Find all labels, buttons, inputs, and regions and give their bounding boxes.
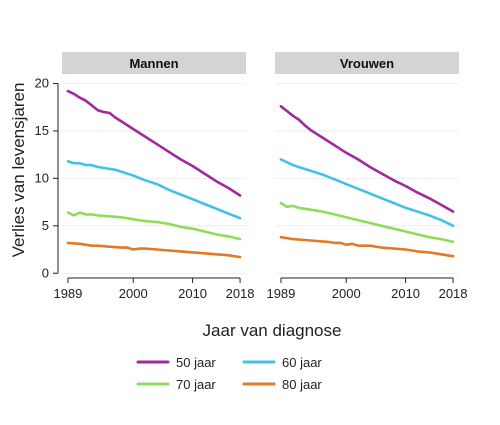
series-line [279, 201, 455, 244]
x-tick-label: 2000 [119, 286, 148, 301]
series-line [66, 160, 242, 220]
x-tick-label: 1989 [53, 286, 82, 301]
legend-label: 60 jaar [282, 355, 322, 370]
legend-item: 80 jaar [242, 377, 322, 392]
panel-strip [62, 52, 246, 74]
legend-item: 70 jaar [136, 377, 216, 392]
x-tick-label: 1989 [266, 286, 295, 301]
panel-strip [275, 52, 459, 74]
series-line [66, 211, 242, 241]
x-tick-label: 2018 [439, 286, 468, 301]
series-line [279, 235, 455, 258]
legend-label: 70 jaar [176, 377, 216, 392]
series-line [279, 158, 455, 228]
panel-title: Mannen [129, 56, 178, 71]
legend-item: 50 jaar [136, 355, 216, 370]
y-tick-label: 5 [42, 218, 49, 233]
chart-panels: Mannen 1989 2000 2010 2018 0 5 10 15 20 Vrouwen 198… [35, 52, 468, 301]
x-tick-label: 2010 [178, 286, 207, 301]
series-line [66, 89, 242, 197]
x-tick-label: 2018 [226, 286, 255, 301]
x-tick-label: 2010 [391, 286, 420, 301]
legend-item: 60 jaar [242, 355, 322, 370]
legend: 50 jaar 60 jaar 70 jaar 80 jaar [136, 355, 322, 392]
panel-title: Vrouwen [340, 56, 394, 71]
y-tick-label: 10 [35, 170, 49, 185]
legend-label: 80 jaar [282, 377, 322, 392]
y-axis-title: Verlies van levensjaren [9, 83, 28, 258]
x-tick-label: 2000 [332, 286, 361, 301]
series-line [279, 105, 455, 213]
panel-right: Vrouwen 1989 2000 2010 2018 [266, 52, 468, 301]
y-tick-label: 20 [35, 75, 49, 90]
y-tick-label: 15 [35, 123, 49, 138]
x-axis-title: Jaar van diagnose [203, 321, 342, 340]
legend-label: 50 jaar [176, 355, 216, 370]
y-tick-label: 0 [42, 265, 49, 280]
series-line [66, 241, 242, 259]
panel-left: Mannen 1989 2000 2010 2018 0 5 10 15 20 [35, 52, 255, 301]
